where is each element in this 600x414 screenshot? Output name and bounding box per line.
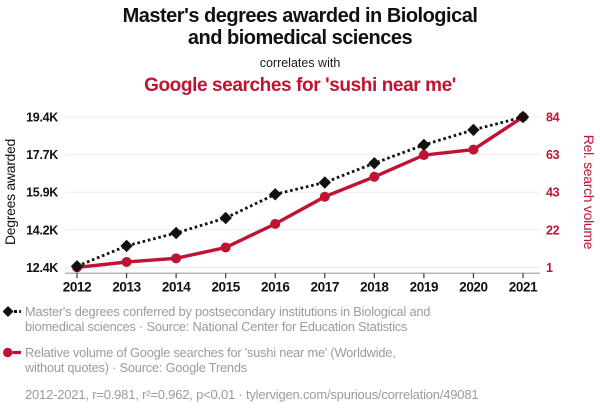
data-point-circle (121, 256, 132, 267)
legend-label-line1: Relative volume of Google searches for '… (25, 345, 396, 360)
page-title-line1: Master's degrees awarded in Biological (122, 5, 478, 27)
legend-label-line2: without quotes) · Source: Google Trends (25, 360, 247, 375)
left-axis-tick: 14.2K (26, 223, 58, 237)
data-point-diamond (368, 157, 381, 170)
data-point-diamond (120, 239, 133, 253)
x-axis-label: 2015 (211, 280, 240, 295)
left-axis-tick: 12.4K (26, 261, 58, 275)
chart-plot: Degrees awarded Rel. search volume 12.4K… (2, 110, 597, 295)
right-axis-tick: 84 (546, 111, 560, 125)
x-axis-label: 2012 (63, 280, 91, 295)
data-point-circle (171, 253, 182, 264)
data-point-diamond (318, 176, 331, 189)
highlight-title: Google searches for 'sushi near me' (144, 75, 456, 96)
x-axis-label: 2017 (311, 280, 339, 295)
x-axis-label: 2013 (112, 280, 141, 295)
right-axis-tick: 1 (546, 261, 553, 275)
data-point-circle (220, 242, 231, 253)
data-point-circle (270, 218, 281, 229)
data-point-diamond (169, 226, 183, 240)
legend-item-degrees: Master's degrees conferred by postsecond… (3, 304, 597, 334)
x-axis-label: 2019 (410, 280, 438, 295)
correlates-with-label: correlates with (259, 56, 341, 70)
left-axis-tick: 19.4K (26, 111, 58, 125)
left-axis-tick: 15.9K (26, 186, 58, 200)
legend-label-line2: biomedical sciences · Source: National C… (25, 319, 408, 334)
x-axis-label: 2020 (459, 280, 487, 295)
right-axis-title: Rel. search volume (581, 135, 597, 250)
data-point-circle (418, 150, 429, 161)
page-title-line2: and biomedical sciences (187, 27, 413, 49)
stats-footer: 2012-2021, r=0.981, r²=0.962, p<0.01 · t… (25, 387, 479, 402)
data-point-circle (319, 191, 330, 202)
left-axis-title: Degrees awarded (2, 139, 18, 245)
x-axis-label: 2014 (162, 280, 191, 295)
data-point-diamond (467, 123, 480, 137)
chart-header: Master's degrees awarded in Biological a… (0, 5, 600, 97)
series-line-right (76, 115, 524, 270)
right-axis-tick: 43 (546, 186, 560, 200)
data-point-circle (369, 171, 380, 182)
red-circle-line-icon (3, 347, 21, 358)
data-point-diamond (417, 138, 431, 152)
legend-label: Relative volume of Google searches for '… (25, 345, 396, 375)
data-point-diamond (516, 110, 530, 124)
right-axis-tick: 22 (546, 223, 560, 237)
chart-legend: Master's degrees conferred by postsecond… (3, 304, 597, 402)
black-diamond-dashed-icon (3, 306, 21, 317)
left-axis-tick: 17.7K (26, 148, 58, 162)
legend-label-line1: Master's degrees conferred by postsecond… (25, 304, 431, 319)
series-line-left (76, 115, 524, 268)
right-axis-tick: 63 (546, 148, 560, 162)
x-axis-label: 2016 (261, 280, 290, 295)
data-point-diamond (219, 211, 232, 225)
legend-label: Master's degrees conferred by postsecond… (25, 304, 430, 334)
x-axis-label: 2018 (360, 280, 389, 295)
data-point-diamond (70, 260, 84, 273)
x-axis-label: 2021 (509, 280, 538, 295)
data-point-circle (468, 144, 479, 155)
data-point-diamond (269, 188, 282, 201)
legend-item-searches: Relative volume of Google searches for '… (3, 345, 597, 375)
